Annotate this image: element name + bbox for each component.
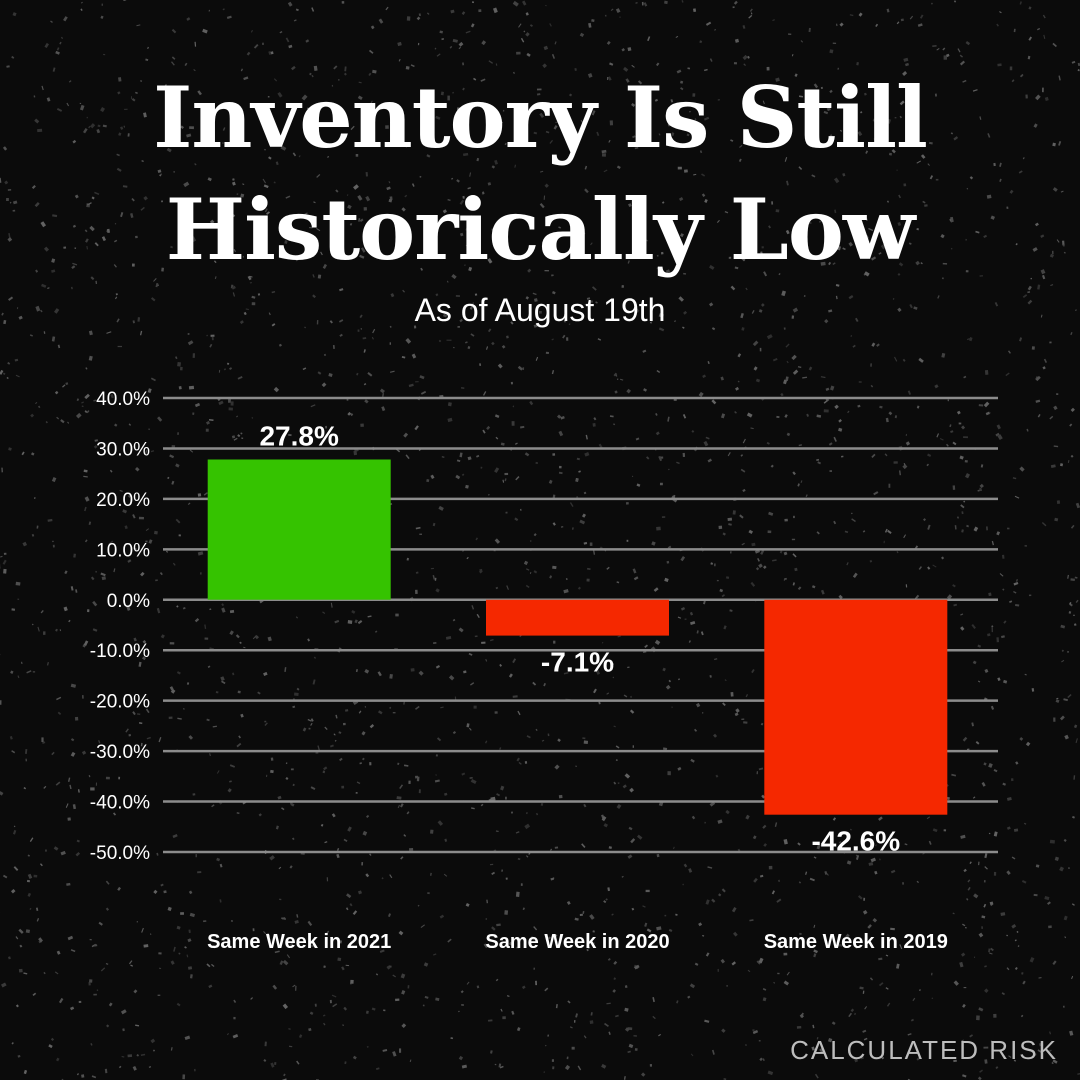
y-tick-label: -30.0%: [90, 742, 150, 763]
x-category-label: Same Week in 2019: [764, 931, 948, 953]
x-axis-categories: Same Week in 2021 Same Week in 2020 Same W…: [207, 931, 948, 953]
title-line-2: Historically Low: [165, 180, 915, 279]
data-label: -7.1%: [541, 647, 614, 678]
y-tick-label: 10.0%: [96, 540, 150, 561]
chart-subtitle: As of August 19th: [414, 292, 666, 328]
data-label: -42.6%: [811, 826, 900, 857]
y-tick-label: 30.0%: [96, 439, 150, 460]
y-tick-label: -50.0%: [90, 843, 150, 864]
y-tick-label: -10.0%: [90, 641, 150, 662]
y-axis-ticks: 40.0% 30.0% 20.0% 10.0% 0.0% -10.0% -20.0% -30.…: [90, 389, 150, 864]
bar: [764, 599, 948, 815]
x-category-label: Same Week in 2020: [485, 931, 669, 953]
chart-title: Inventory Is Still Historically Low: [0, 62, 1080, 286]
y-tick-label: -40.0%: [90, 793, 150, 814]
y-tick-label: 0.0%: [107, 591, 150, 612]
source-credit: CALCULATED RISK: [790, 1035, 1058, 1065]
bar: [486, 599, 669, 636]
x-category-label: Same Week in 2021: [207, 931, 391, 953]
y-tick-label: 40.0%: [96, 389, 150, 410]
data-labels: 27.8% -7.1% -42.6%: [259, 421, 900, 857]
y-tick-label: -20.0%: [90, 692, 150, 713]
y-tick-label: 20.0%: [96, 490, 150, 511]
title-line-1: Inventory Is Still: [153, 68, 928, 167]
bar: [207, 459, 391, 600]
data-label: 27.8%: [259, 421, 338, 452]
bars: [207, 459, 948, 815]
